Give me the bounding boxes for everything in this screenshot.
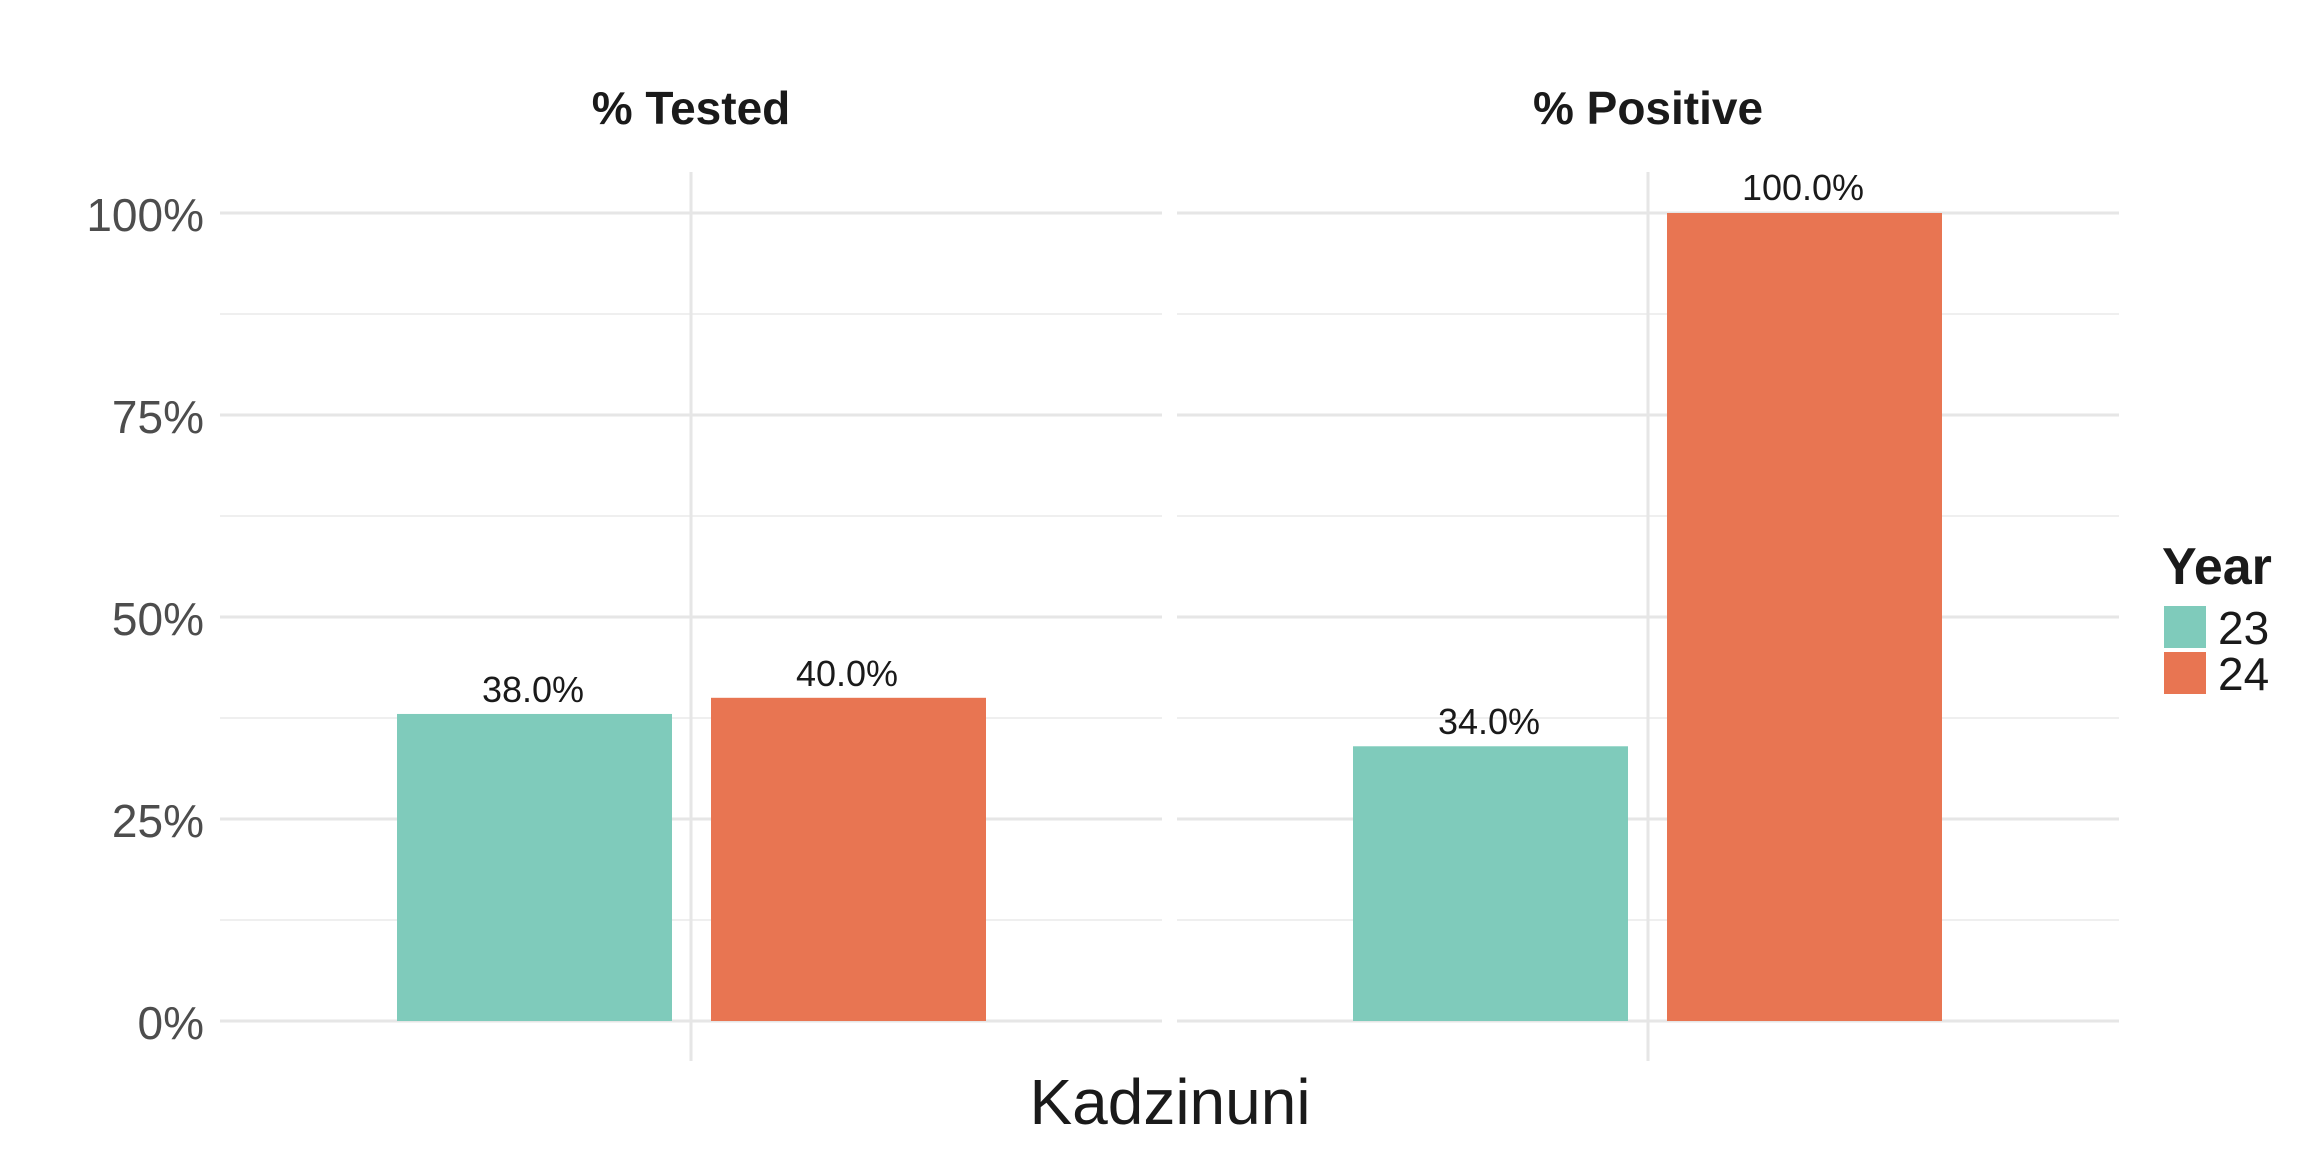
data-label-tested-24: 40.0%: [796, 653, 898, 694]
bar-tested-23: [397, 713, 672, 1021]
bar-tested-24: [711, 697, 986, 1021]
y-tick-label-100: 100%: [86, 189, 204, 241]
legend-title: Year: [2162, 538, 2272, 596]
y-tick-label-25: 25%: [112, 795, 204, 847]
bar-positive-23: [1353, 746, 1628, 1021]
facet-title-tested: % Tested: [592, 82, 791, 134]
legend-label-23: 23: [2218, 602, 2269, 654]
bar-positive-24: [1667, 213, 1942, 1021]
legend-label-24: 24: [2218, 648, 2269, 700]
data-label-positive-23: 34.0%: [1438, 701, 1540, 742]
y-tick-label-50: 50%: [112, 593, 204, 645]
grid-layer: [220, 172, 2119, 1061]
facet-title-positive: % Positive: [1533, 82, 1763, 134]
data-label-positive-24: 100.0%: [1742, 167, 1864, 208]
legend-swatch-23: [2164, 606, 2206, 648]
legend-swatch-24: [2164, 652, 2206, 694]
y-tick-label-75: 75%: [112, 391, 204, 443]
x-axis-label: Kadzinuni: [1029, 1066, 1310, 1138]
bar-layer: [397, 213, 1942, 1021]
y-tick-label-0: 0%: [138, 997, 204, 1049]
data-label-tested-23: 38.0%: [482, 669, 584, 710]
text-layer: % Tested % Positive 0% 25% 50% 75% 100% …: [86, 82, 2272, 1138]
